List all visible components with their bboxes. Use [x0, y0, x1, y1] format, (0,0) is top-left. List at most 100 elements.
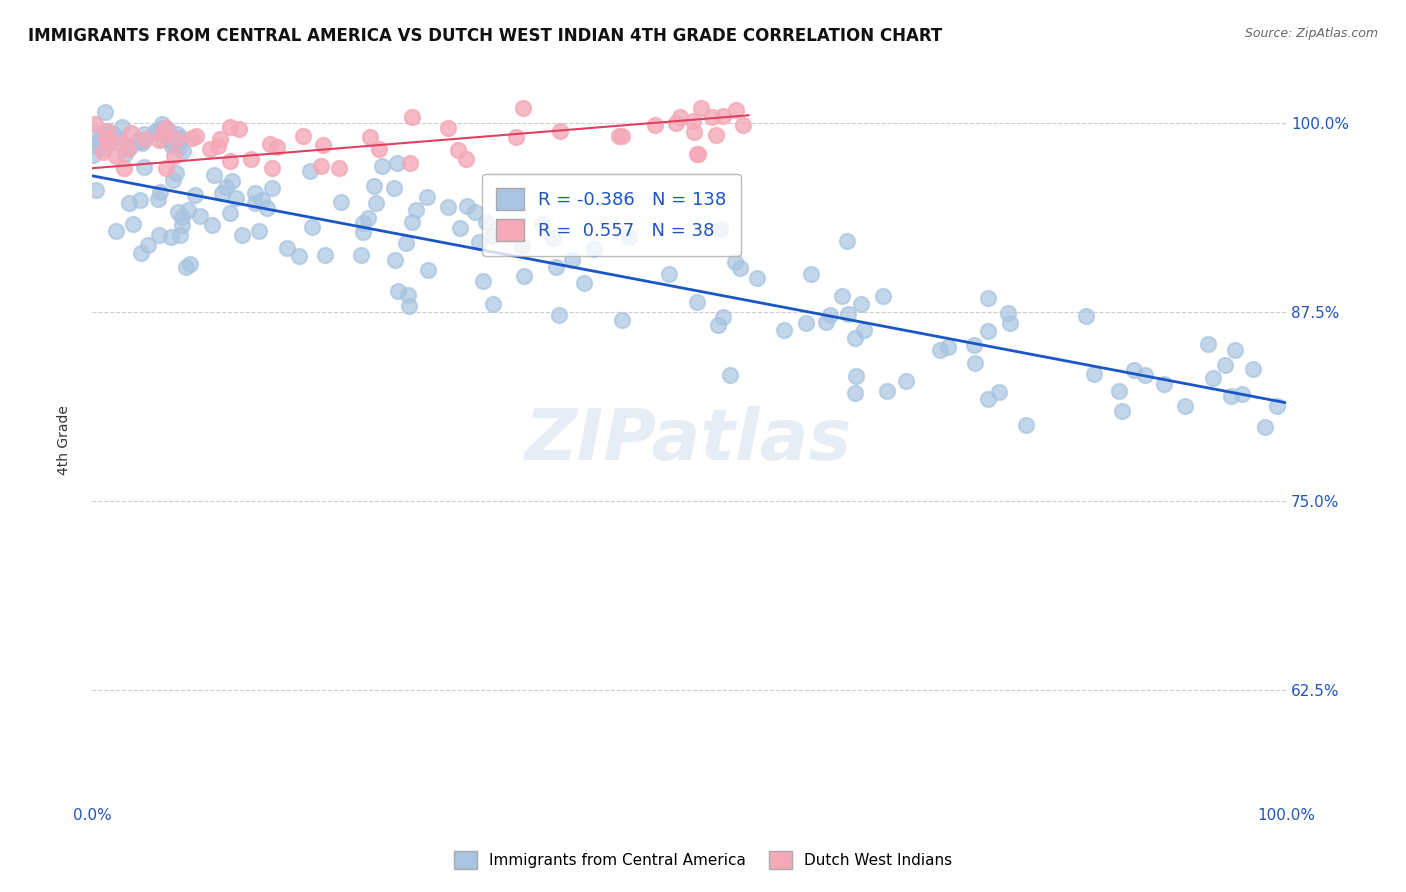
- Point: [700, 110, 723, 124]
- Point: [658, 267, 681, 281]
- Point: [84, 117, 107, 131]
- Point: [96, 124, 118, 138]
- Point: [686, 147, 709, 161]
- Point: [209, 131, 232, 145]
- Point: [728, 261, 751, 276]
- Point: [398, 299, 420, 313]
- Point: [262, 161, 284, 176]
- Point: [101, 126, 124, 140]
- Point: [181, 131, 204, 145]
- Point: [129, 193, 152, 207]
- Point: [96, 124, 118, 138]
- Point: [437, 200, 460, 214]
- Text: Source: ZipAtlas.com: Source: ZipAtlas.com: [1244, 27, 1378, 40]
- Point: [86, 135, 108, 149]
- Point: [725, 103, 748, 118]
- Point: [188, 209, 211, 223]
- Point: [112, 161, 135, 176]
- Point: [1219, 389, 1241, 403]
- Point: [207, 139, 229, 153]
- Point: [505, 130, 527, 145]
- Point: [301, 220, 323, 235]
- Point: [395, 235, 418, 250]
- Point: [83, 138, 105, 153]
- Point: [91, 131, 114, 145]
- Point: [97, 135, 120, 149]
- Point: [117, 143, 139, 157]
- Point: [198, 142, 221, 156]
- Point: [815, 315, 838, 329]
- Point: [131, 136, 153, 151]
- Point: [475, 215, 498, 229]
- Point: [148, 228, 170, 243]
- Y-axis label: 4th Grade: 4th Grade: [58, 406, 72, 475]
- Point: [707, 318, 730, 333]
- Point: [416, 263, 439, 277]
- Point: [86, 183, 108, 197]
- Point: [963, 338, 986, 352]
- Point: [93, 141, 115, 155]
- Point: [170, 131, 193, 145]
- Point: [977, 392, 1000, 406]
- Point: [718, 368, 741, 382]
- Point: [97, 136, 120, 150]
- Point: [546, 260, 568, 275]
- Point: [617, 230, 640, 244]
- Point: [357, 211, 380, 225]
- Point: [352, 216, 374, 230]
- Point: [928, 343, 950, 357]
- Point: [162, 173, 184, 187]
- Point: [686, 295, 709, 310]
- Point: [1202, 371, 1225, 385]
- Legend: Immigrants from Central America, Dutch West Indians: Immigrants from Central America, Dutch W…: [447, 845, 959, 875]
- Point: [745, 271, 768, 285]
- Point: [104, 148, 127, 162]
- Point: [1111, 404, 1133, 418]
- Point: [401, 215, 423, 229]
- Point: [548, 124, 571, 138]
- Point: [512, 101, 534, 115]
- Point: [299, 164, 322, 178]
- Point: [894, 374, 917, 388]
- Point: [561, 253, 583, 268]
- Point: [733, 118, 755, 132]
- Point: [218, 205, 240, 219]
- Point: [291, 128, 314, 143]
- Point: [997, 306, 1019, 320]
- Point: [287, 248, 309, 262]
- Point: [849, 297, 872, 311]
- Point: [396, 287, 419, 301]
- Point: [852, 323, 875, 337]
- Point: [156, 124, 179, 138]
- Point: [481, 296, 503, 310]
- Point: [541, 231, 564, 245]
- Point: [152, 126, 174, 140]
- Point: [330, 194, 353, 209]
- Point: [172, 145, 194, 159]
- Point: [1153, 377, 1175, 392]
- Point: [1265, 399, 1288, 413]
- Point: [146, 192, 169, 206]
- Point: [1197, 336, 1219, 351]
- Point: [368, 142, 391, 156]
- Point: [510, 239, 533, 253]
- Point: [709, 222, 731, 236]
- Point: [464, 205, 486, 219]
- Point: [1074, 309, 1097, 323]
- Point: [607, 128, 630, 143]
- Point: [1083, 368, 1105, 382]
- Point: [165, 166, 187, 180]
- Point: [447, 143, 470, 157]
- Legend: R = -0.386   N = 138, R =  0.557   N = 38: R = -0.386 N = 138, R = 0.557 N = 38: [482, 174, 741, 256]
- Point: [689, 101, 711, 115]
- Point: [202, 168, 225, 182]
- Point: [384, 252, 406, 267]
- Point: [1122, 363, 1144, 377]
- Point: [837, 234, 859, 248]
- Point: [118, 195, 141, 210]
- Point: [243, 186, 266, 200]
- Point: [215, 180, 238, 194]
- Point: [259, 137, 281, 152]
- Point: [610, 128, 633, 143]
- Point: [184, 128, 207, 143]
